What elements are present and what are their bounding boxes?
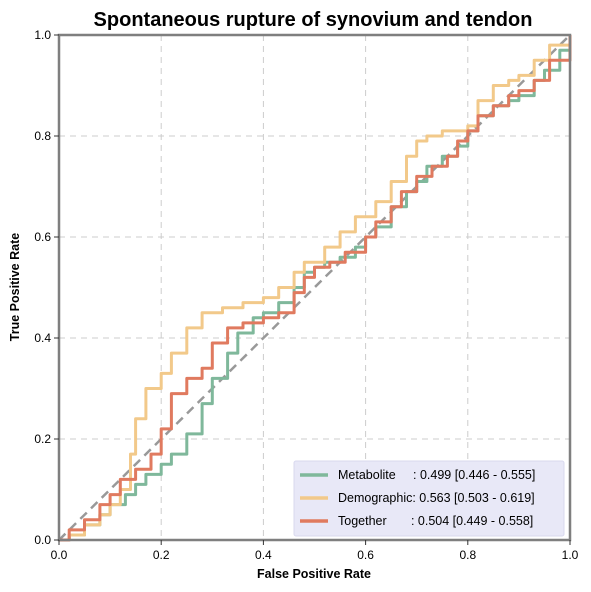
- y-tick-label: 1.0: [34, 28, 51, 42]
- legend-entry: Demographic: 0.563 [0.503 - 0.619]: [338, 491, 535, 505]
- legend-entry: Metabolite : 0.499 [0.446 - 0.555]: [338, 468, 535, 482]
- plot-frame: [57, 33, 572, 542]
- series-lines: [59, 35, 572, 542]
- x-axis-label: False Positive Rate: [257, 567, 371, 581]
- y-tick-label: 0.0: [34, 533, 51, 547]
- grid: [59, 35, 570, 540]
- roc-line-demographic: [59, 35, 572, 542]
- x-tick-label: 0.8: [459, 548, 476, 562]
- x-tick-label: 0.4: [255, 548, 272, 562]
- legend: Metabolite : 0.499 [0.446 - 0.555] Demogr…: [293, 460, 565, 537]
- y-tick-label: 0.4: [34, 331, 51, 345]
- roc-line-together: [59, 35, 572, 542]
- y-tick-label: 0.8: [34, 129, 51, 143]
- chart-title: Spontaneous rupture of synovium and tend…: [94, 9, 533, 31]
- x-tick-label: 0.0: [51, 548, 68, 562]
- x-tick-label: 0.2: [153, 548, 170, 562]
- y-tick-label: 0.2: [34, 432, 51, 446]
- x-tick-label: 0.6: [357, 548, 374, 562]
- x-tick-label: 1.0: [562, 548, 579, 562]
- legend-entry: Together : 0.504 [0.449 - 0.558]: [338, 514, 533, 528]
- y-axis-label: True Positive Rate: [8, 233, 22, 341]
- ticks: 0.0 0.2 0.4 0.6 0.8 1.0 0.0 0.2 0.4 0.6 0.8 1.0: [34, 28, 578, 562]
- legend-box: [293, 460, 565, 537]
- y-tick-label: 0.6: [34, 230, 51, 244]
